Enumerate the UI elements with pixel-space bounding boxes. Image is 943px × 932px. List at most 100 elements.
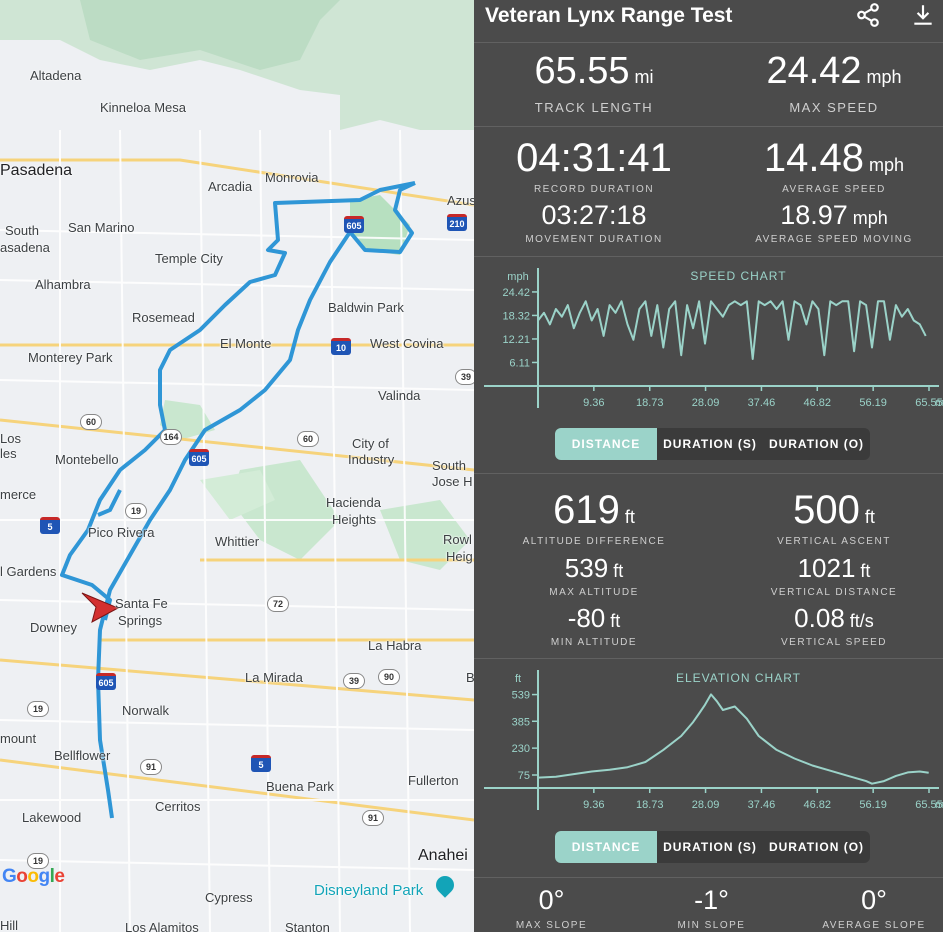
y-tick-label: 24.42 xyxy=(502,287,530,299)
highway-shield: 90 xyxy=(378,669,400,685)
map-label: Rowl xyxy=(443,532,472,547)
elevation-mode-duration-s-button[interactable]: DURATION (S) xyxy=(663,840,757,854)
map-label: l Gardens xyxy=(0,564,57,579)
x-axis-unit: mi xyxy=(935,799,943,811)
freeway-shield: 5 xyxy=(40,517,60,534)
map-label: South xyxy=(432,458,466,473)
freeway-shield: 605 xyxy=(96,673,116,690)
map-canvas xyxy=(0,0,474,932)
vertical-distance-stat: 1021 ft VERTICAL DISTANCE xyxy=(770,553,898,598)
map-label: Buena Park xyxy=(266,779,334,794)
map-label: Stanton xyxy=(285,920,330,932)
map-label: Altadena xyxy=(30,68,82,83)
x-tick-label: 37.46 xyxy=(748,397,776,409)
map-label: West Covina xyxy=(370,336,444,351)
map-label: Industry xyxy=(348,452,395,467)
average-speed-moving-stat: 18.97 mph AVERAGE SPEED MOVING xyxy=(755,200,913,246)
speed-mode-duration-o-button[interactable]: DURATION (O) xyxy=(768,437,865,451)
google-logo: Google xyxy=(2,866,65,887)
map-label: Cerritos xyxy=(155,799,201,814)
x-tick-label: 46.82 xyxy=(804,397,832,409)
map-label: Temple City xyxy=(155,251,223,266)
map-label: Azus xyxy=(447,193,474,208)
x-tick-label: 46.82 xyxy=(804,799,832,811)
map-label: Rosemead xyxy=(132,310,195,325)
map-label: Bellflower xyxy=(54,748,111,763)
map-label: Lakewood xyxy=(22,810,82,825)
chart-title: SPEED CHART xyxy=(690,269,786,283)
map-label: Disneyland Park xyxy=(314,882,424,899)
x-tick-label: 56.19 xyxy=(859,397,887,409)
speed-mode-duration-s-button[interactable]: DURATION (S) xyxy=(663,437,757,451)
highway-shield: 60 xyxy=(297,431,319,447)
map-label: Whittier xyxy=(215,534,260,549)
highway-shield: 60 xyxy=(80,414,102,430)
download-icon[interactable] xyxy=(910,2,936,28)
map-label: Norwalk xyxy=(122,703,169,718)
x-tick-label: 9.36 xyxy=(583,799,604,811)
map-label: mount xyxy=(0,731,37,746)
map-label: asadena xyxy=(0,240,50,255)
map-label: Anahei xyxy=(418,847,468,864)
min-slope-stat: -1° MIN SLOPE xyxy=(677,885,746,932)
map-label: Alhambra xyxy=(35,277,91,292)
max-speed-stat: 24.42 mph MAX SPEED xyxy=(766,50,902,115)
map-label: Pasadena xyxy=(0,162,73,179)
elevation-chart-mode-toggle: DISTANCE DURATION (S) DURATION (O) xyxy=(555,831,870,863)
map-label: City of xyxy=(352,436,389,451)
map-label: Los xyxy=(0,431,21,446)
x-tick-label: 56.19 xyxy=(859,799,887,811)
y-tick-label: 230 xyxy=(512,743,530,755)
map-label: La Mirada xyxy=(245,670,303,685)
altitude-difference-stat: 619 ft ALTITUDE DIFFERENCE xyxy=(522,488,666,547)
average-speed-stat: 14.48 mph AVERAGE SPEED xyxy=(763,136,905,195)
map-label: El Monte xyxy=(220,336,272,351)
y-tick-label: 75 xyxy=(518,770,530,782)
map-label: Los Alamitos xyxy=(125,920,199,932)
track-length-stat: 65.55 mi TRACK LENGTH xyxy=(534,50,654,115)
map-label: Heights xyxy=(332,512,377,527)
stats-panel: Veteran Lynx Range Test 65.55 mi TRACK L… xyxy=(474,0,943,932)
x-tick-label: 18.73 xyxy=(636,799,664,811)
map-label: Monrovia xyxy=(265,170,319,185)
highway-shield: 91 xyxy=(362,810,384,826)
y-axis-unit: mph xyxy=(507,271,528,283)
elevation-mode-distance-button[interactable]: DISTANCE xyxy=(555,831,657,863)
highway-shield: 39 xyxy=(343,673,365,689)
map-view[interactable]: Altadena Kinneloa Mesa Pasadena Arcadia … xyxy=(0,0,474,932)
movement-duration-stat: 03:27:18 MOVEMENT DURATION xyxy=(525,200,663,246)
speed-mode-distance-button[interactable]: DISTANCE xyxy=(555,428,657,460)
series-line xyxy=(537,300,927,360)
map-label: Heig xyxy=(446,549,473,564)
min-altitude-stat: -80 ft MIN ALTITUDE xyxy=(550,603,638,648)
y-axis-unit: ft xyxy=(515,673,521,685)
average-slope-stat: 0° AVERAGE SLOPE xyxy=(822,885,926,932)
elevation-chart[interactable]: ELEVATION CHART ft 539 385 230 75 9.36 18.73 28.… xyxy=(474,664,943,814)
map-label: South xyxy=(5,223,39,238)
map-label: Fullerton xyxy=(408,773,459,788)
x-tick-label: 65.55 xyxy=(915,397,943,409)
map-label: les xyxy=(0,446,17,461)
share-icon[interactable] xyxy=(855,2,881,28)
highway-shield: 39 xyxy=(455,369,474,385)
map-label: Springs xyxy=(118,613,163,628)
map-label: Arcadia xyxy=(208,179,253,194)
freeway-shield: 210 xyxy=(447,214,467,231)
map-label: San Marino xyxy=(68,220,135,235)
map-label: B xyxy=(466,670,474,685)
max-altitude-stat: 539 ft MAX ALTITUDE xyxy=(549,553,639,598)
elevation-mode-duration-o-button[interactable]: DURATION (O) xyxy=(768,840,865,854)
speed-chart[interactable]: SPEED CHART mph 24.42 18.32 12.21 6.11 9.36 18.… xyxy=(474,262,943,412)
freeway-shield: 5 xyxy=(251,755,271,772)
position-marker xyxy=(81,592,120,623)
y-tick-label: 539 xyxy=(512,690,530,702)
y-tick-label: 385 xyxy=(512,716,530,728)
chart-title: ELEVATION CHART xyxy=(676,671,801,685)
freeway-shield: 605 xyxy=(344,216,364,233)
map-label: Montebello xyxy=(55,452,119,467)
x-tick-label: 9.36 xyxy=(583,397,604,409)
freeway-shield: 10 xyxy=(331,338,351,355)
y-tick-label: 6.11 xyxy=(509,357,530,369)
x-tick-label: 37.46 xyxy=(748,799,776,811)
vertical-speed-stat: 0.08 ft/s VERTICAL SPEED xyxy=(780,603,888,648)
